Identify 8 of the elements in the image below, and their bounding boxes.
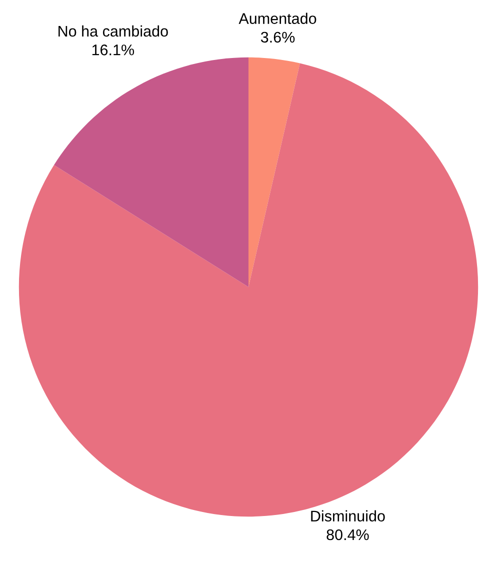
data-label: 16.1% [92, 44, 134, 56]
data-label: 3.6% [260, 32, 295, 43]
data-label: 80.4% [326, 529, 369, 540]
slice-label: Aumentado [238, 12, 316, 24]
slice-label: Disminuido [311, 510, 385, 522]
pie-slice [248, 57, 300, 287]
pie-slice [54, 57, 248, 287]
slice-label: No ha cambiado [58, 25, 168, 37]
